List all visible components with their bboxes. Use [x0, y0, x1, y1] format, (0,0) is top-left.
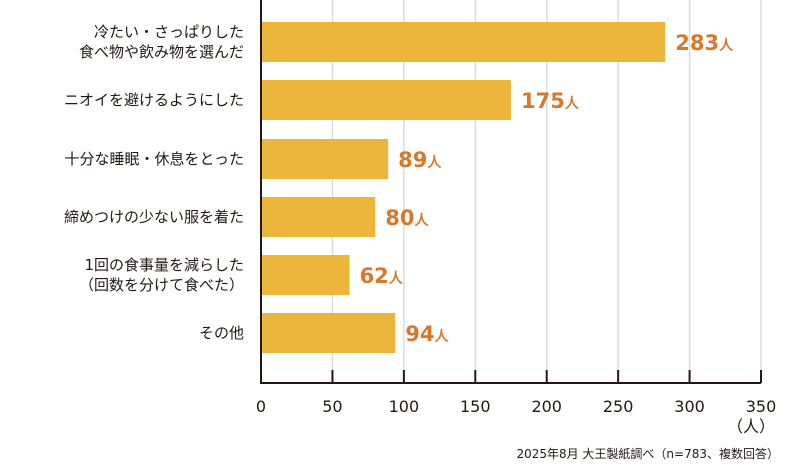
value-label: 175人 — [521, 89, 580, 113]
category-label: 食べ物や飲み物を選んだ — [79, 43, 244, 61]
bar — [261, 313, 396, 353]
value-number: 89 — [398, 148, 427, 172]
x-axis-unit-label: （人） — [727, 417, 775, 436]
value-label: 62人 — [360, 264, 404, 288]
value-label: 283人 — [675, 31, 734, 55]
value-unit: 人 — [565, 95, 580, 112]
x-tick-label: 300 — [674, 397, 705, 416]
value-number: 283 — [675, 31, 719, 55]
x-tick-label: 100 — [389, 397, 420, 416]
x-tick-label: 200 — [531, 397, 562, 416]
bar — [261, 197, 376, 237]
bar — [261, 22, 666, 62]
value-unit: 人 — [389, 270, 404, 287]
value-unit: 人 — [719, 37, 734, 54]
value-number: 80 — [385, 206, 414, 230]
value-label: 94人 — [405, 322, 449, 346]
category-label: （回数を分けて食べた） — [79, 276, 244, 294]
value-unit: 人 — [415, 212, 430, 229]
value-number: 62 — [360, 264, 389, 288]
category-label: その他 — [199, 324, 244, 342]
x-tick-label: 0 — [256, 397, 266, 416]
x-tick-label: 150 — [460, 397, 491, 416]
value-number: 175 — [521, 89, 565, 113]
category-label: 十分な睡眠・休息をとった — [64, 150, 244, 168]
x-tick-label: 50 — [322, 397, 342, 416]
bar — [261, 80, 511, 120]
source-note: 2025年8月 大王製紙調べ（n=783、複数回答） — [516, 446, 779, 461]
category-label: 1回の食事量を減らした — [84, 256, 244, 274]
value-unit: 人 — [435, 328, 450, 345]
value-unit: 人 — [427, 154, 442, 171]
bar — [261, 255, 350, 295]
x-tick-label: 250 — [603, 397, 634, 416]
category-label: ニオイを避けるようにした — [64, 91, 244, 109]
value-label: 80人 — [385, 206, 429, 230]
value-number: 94 — [405, 322, 434, 346]
category-label: 冷たい・さっぱりした — [94, 23, 244, 41]
x-tick-label: 350 — [746, 397, 777, 416]
value-label: 89人 — [398, 148, 442, 172]
bar — [261, 139, 389, 179]
category-label: 締めつけの少ない服を着た — [64, 208, 244, 226]
